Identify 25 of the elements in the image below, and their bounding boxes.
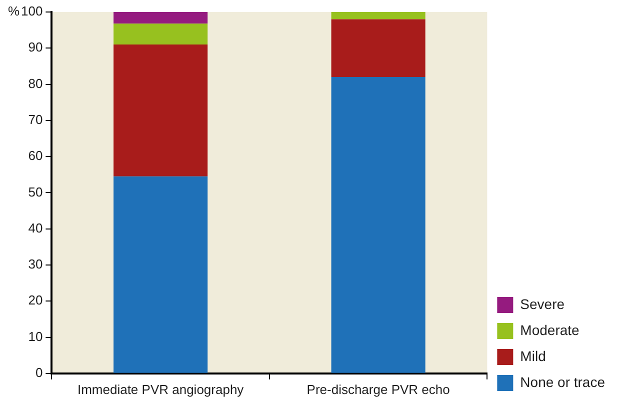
y-tick-label: 30	[28, 256, 43, 272]
y-tick-label: 100	[20, 4, 43, 19]
y-tick-label: 20	[28, 292, 43, 308]
y-tick-label: 40	[28, 220, 43, 236]
bar	[114, 176, 208, 373]
y-tick-label: 90	[28, 40, 43, 55]
y-tick-label: 10	[28, 328, 43, 344]
bar	[114, 12, 208, 24]
legend-label: None or trace	[520, 374, 606, 390]
legend-label: Severe	[520, 296, 565, 312]
y-tick-label: 0	[35, 364, 43, 380]
bar	[331, 19, 426, 78]
x-tick-label: Immediate PVR angiography	[77, 382, 244, 397]
x-tick-label: Pre-discharge PVR echo	[306, 382, 450, 397]
y-tick-label: 80	[28, 76, 43, 91]
bar	[331, 12, 426, 20]
bar	[114, 24, 208, 45]
legend-label: Moderate	[520, 322, 580, 338]
y-tick-label: 50	[28, 184, 43, 200]
y-axis-title: %	[8, 4, 20, 19]
y-tick-label: 60	[28, 148, 43, 164]
legend-label: Mild	[520, 348, 546, 364]
bar	[331, 77, 426, 373]
y-tick-label: 70	[28, 112, 43, 127]
bar	[114, 44, 208, 176]
